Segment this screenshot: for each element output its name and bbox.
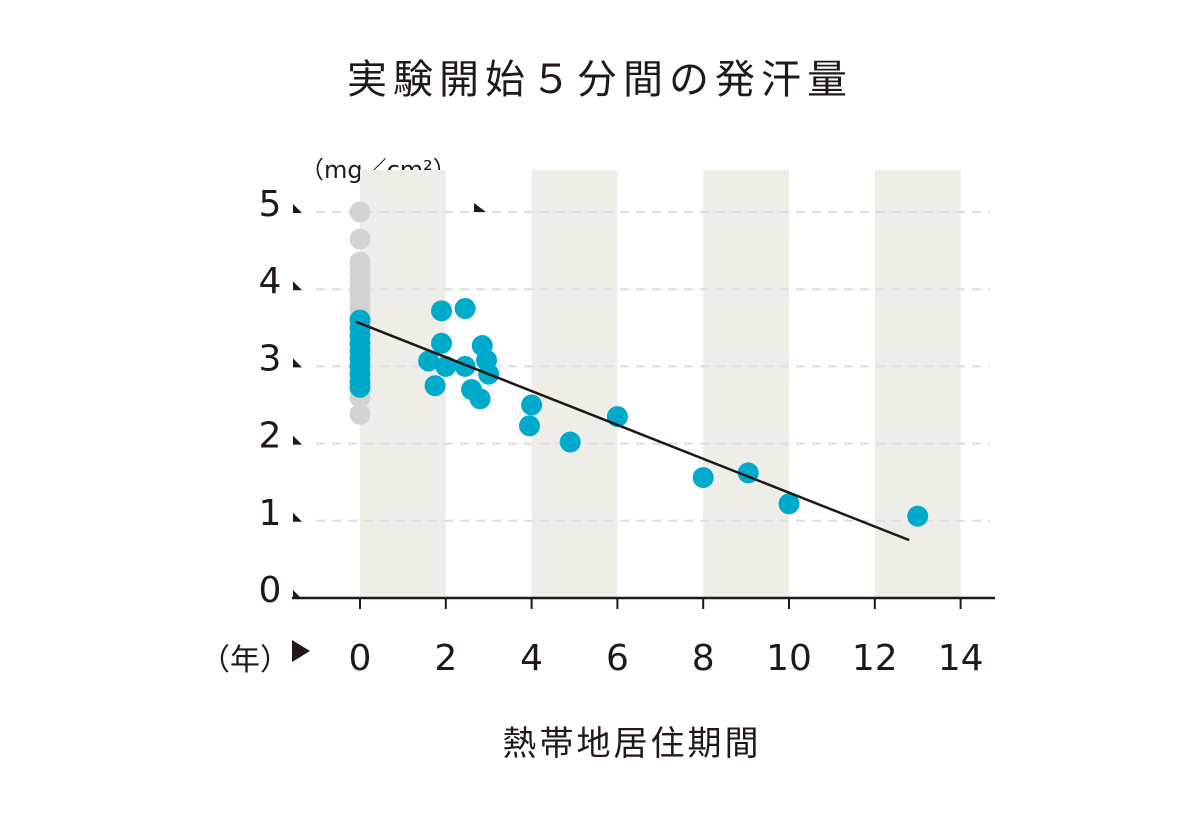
baseline-point (349, 228, 371, 250)
data-point (521, 394, 543, 416)
data-point (454, 355, 476, 377)
y-tick-label: 3 (259, 338, 282, 379)
x-tick-label: 4 (520, 638, 543, 679)
data-point (431, 332, 453, 354)
axes (292, 596, 995, 609)
data-point (431, 300, 453, 322)
y-tick-label: 2 (259, 416, 282, 457)
x-tick-labels: 0 2 4 6 8 10 12 14 (349, 638, 984, 679)
y-tick-label: 0 (259, 570, 282, 611)
data-points (349, 201, 929, 527)
data-point (559, 431, 581, 453)
x-tick-label: 14 (938, 638, 984, 679)
y-tick-label: 4 (259, 261, 282, 302)
x-tick-label: 12 (852, 638, 898, 679)
y-tick-arrow-icon (293, 281, 302, 291)
data-point (778, 493, 800, 515)
baseline-point (349, 201, 371, 223)
data-point (418, 350, 440, 372)
data-point (907, 505, 929, 527)
x-tick-label: 8 (692, 638, 715, 679)
y-tick-arrow-icon (293, 204, 302, 213)
chart-title: 実験開始５分間の発汗量 (347, 57, 853, 103)
column-band (531, 170, 618, 598)
x-axis-unit: （年） (200, 643, 290, 678)
x-tick-label: 2 (434, 638, 457, 679)
y-tick-arrow-icon (293, 512, 302, 522)
x-axis-label: 熱帯地居住期間 (503, 724, 762, 764)
y-tick-arrow-icon (293, 358, 302, 368)
data-point (469, 388, 491, 410)
data-point (454, 298, 476, 319)
x-tick-label: 0 (349, 638, 372, 679)
x-tick-label: 6 (606, 638, 629, 679)
corner-marker-icon (474, 203, 486, 212)
x-tick-label: 10 (766, 638, 812, 679)
y-tick-labels: 0 1 2 3 4 5 (259, 184, 486, 611)
column-bands (360, 170, 961, 598)
x-unit-arrow-icon (292, 640, 310, 662)
data-point (424, 375, 446, 397)
column-band (703, 170, 789, 598)
data-point (349, 376, 371, 398)
trend-line (355, 320, 910, 542)
grid-lines (316, 211, 990, 522)
column-band (874, 170, 961, 598)
data-point (518, 415, 540, 437)
data-point (435, 355, 457, 377)
y-tick-arrow-icon (293, 435, 302, 445)
y-tick-arrow-icon (293, 590, 302, 599)
y-tick-label: 5 (259, 184, 282, 225)
y-tick-label: 1 (259, 493, 282, 534)
baseline-point (349, 403, 371, 425)
data-point (692, 467, 714, 489)
